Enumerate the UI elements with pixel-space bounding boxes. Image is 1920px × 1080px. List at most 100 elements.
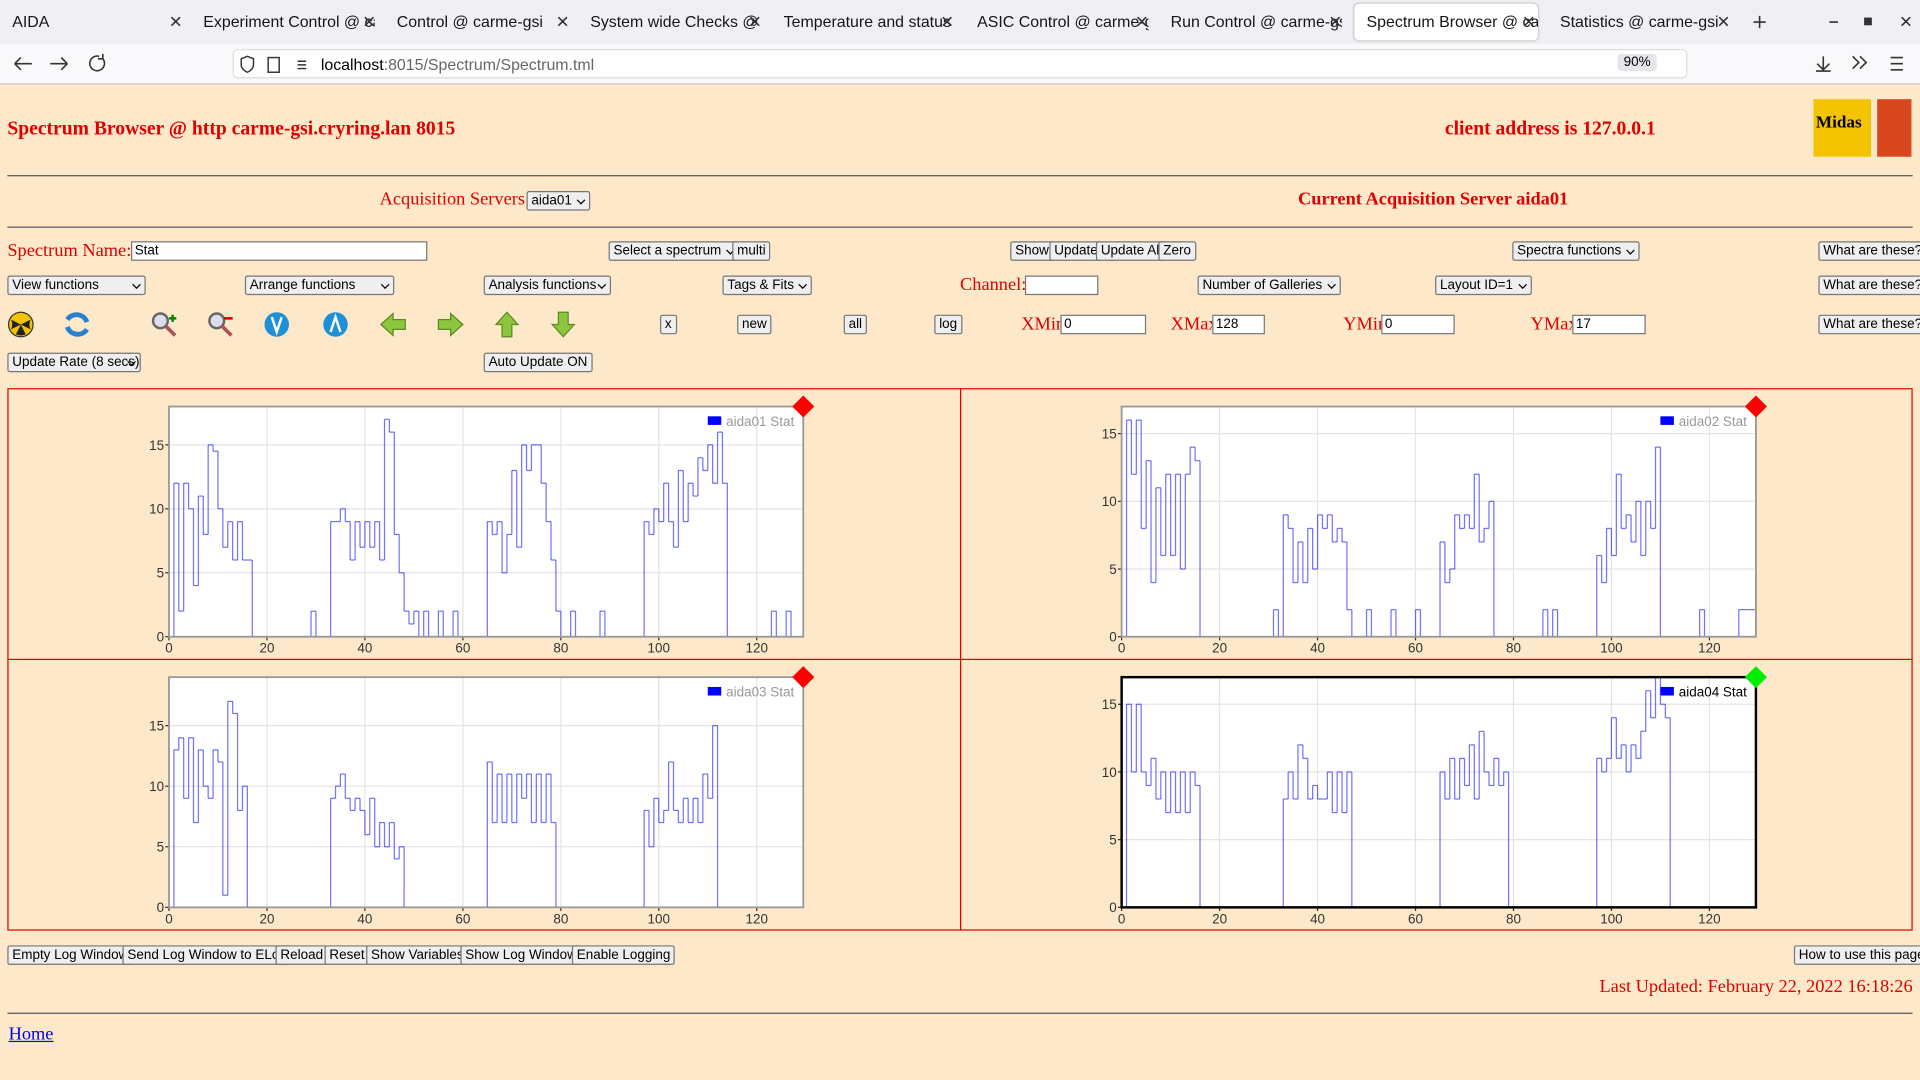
auto-update-button[interactable]: Auto Update ON bbox=[483, 352, 593, 373]
tab-active[interactable]: Spectrum Browser @ ca bbox=[1354, 3, 1538, 41]
log-button[interactable]: log bbox=[934, 314, 963, 335]
y-tick-label: 15 bbox=[149, 719, 164, 734]
icon[interactable] bbox=[208, 312, 233, 337]
view-functions-select[interactable]: View functions bbox=[7, 275, 146, 296]
spectrum-chart: 0 20 40 60 80 100 120 0 5 10 15 aida01 Stat bbox=[149, 395, 815, 656]
tab[interactable]: AIDA bbox=[12, 12, 50, 31]
zero-button[interactable]: Zero bbox=[1158, 241, 1196, 261]
tab[interactable]: System wide Checks @ c bbox=[590, 12, 762, 31]
y-tick-label: 0 bbox=[157, 900, 164, 915]
help-button[interactable]: What are these? bbox=[1818, 275, 1920, 296]
arrange-functions-select[interactable]: Arrange functions bbox=[244, 275, 395, 296]
y-tick-label: 10 bbox=[1102, 494, 1117, 509]
icon[interactable] bbox=[550, 311, 576, 338]
tab[interactable]: Run Control @ carme-gs bbox=[1170, 12, 1343, 31]
reset-button[interactable]: Reset bbox=[324, 945, 370, 965]
xmin-input[interactable] bbox=[1060, 314, 1147, 335]
spectrum-name-input[interactable] bbox=[131, 241, 428, 261]
x-tick-label: 40 bbox=[1310, 911, 1325, 926]
help-button[interactable]: What are these? bbox=[1818, 241, 1920, 261]
plot-area bbox=[1121, 677, 1756, 908]
help-button[interactable]: What are these? bbox=[1818, 314, 1920, 335]
plot-area bbox=[168, 406, 804, 637]
spectrum-select[interactable]: Select a spectrum bbox=[608, 241, 740, 261]
how-to-button[interactable]: How to use this page bbox=[1793, 945, 1920, 965]
tab[interactable]: Temperature and status bbox=[783, 12, 951, 31]
separator bbox=[7, 175, 1913, 177]
ymax-input[interactable] bbox=[1572, 314, 1646, 335]
x-tick-label: 40 bbox=[357, 911, 372, 926]
plot-frame bbox=[1120, 405, 1757, 638]
tab[interactable]: Control @ carme-gsi bbox=[396, 12, 543, 31]
new-button[interactable]: new bbox=[737, 314, 772, 335]
separator bbox=[7, 1012, 1913, 1014]
legend-swatch bbox=[1660, 416, 1674, 425]
tab[interactable]: ASIC Control @ carme-g bbox=[977, 12, 1149, 31]
update-all-button[interactable]: Update All bbox=[1095, 241, 1168, 261]
x-tick-label: 80 bbox=[1506, 911, 1521, 926]
icon[interactable] bbox=[65, 312, 90, 337]
y-tick-label: 5 bbox=[157, 840, 164, 855]
icon[interactable] bbox=[7, 311, 34, 338]
spectrum-panel: 0 20 40 60 80 100 120 0 5 10 15 aida02 Stat bbox=[960, 388, 1913, 659]
channel-label: Channel: bbox=[960, 275, 1027, 296]
x-tick-label: 80 bbox=[553, 641, 568, 656]
x-tick-label: 60 bbox=[1408, 911, 1423, 926]
x-tick-label: 20 bbox=[259, 641, 274, 656]
ymin-input[interactable] bbox=[1381, 314, 1455, 335]
x-tick-label: 0 bbox=[1118, 641, 1125, 656]
home-link[interactable]: Home bbox=[8, 1024, 54, 1045]
y-tick-label: 5 bbox=[157, 566, 164, 581]
plot-frame bbox=[1120, 675, 1758, 909]
logo-text: Midas bbox=[1815, 113, 1862, 133]
galleries-select[interactable]: Number of Galleries bbox=[1197, 275, 1341, 296]
icon[interactable] bbox=[437, 312, 464, 337]
icon[interactable] bbox=[151, 312, 177, 337]
variables-button[interactable]: Show Variables bbox=[366, 945, 469, 965]
logging-button[interactable]: Enable Logging bbox=[571, 945, 676, 965]
update-rate-select[interactable]: Update Rate (8 secs) bbox=[7, 352, 141, 373]
separator bbox=[7, 226, 1913, 228]
icon[interactable] bbox=[323, 312, 348, 337]
url-bar[interactable] bbox=[232, 48, 1688, 79]
legend-label: aida04 Stat bbox=[1679, 685, 1747, 700]
legend-label: aida02 Stat bbox=[1679, 414, 1747, 429]
icon[interactable] bbox=[264, 312, 289, 337]
spectra-functions-select[interactable]: Spectra functions bbox=[1512, 241, 1640, 261]
channel-input[interactable] bbox=[1024, 275, 1099, 296]
xmin-label: XMin bbox=[1021, 314, 1066, 335]
page-title: Spectrum Browser @ http carme-gsi.cryrin… bbox=[7, 118, 456, 140]
url-text: localhost:8015/Spectrum/Spectrum.tml bbox=[321, 55, 594, 73]
y-tick-label: 15 bbox=[1102, 427, 1117, 442]
tab[interactable]: Statistics @ carme-gsi bbox=[1560, 12, 1719, 31]
icon[interactable] bbox=[494, 311, 520, 338]
x-tick-label: 60 bbox=[455, 911, 470, 926]
reload-button[interactable]: Reload bbox=[275, 945, 328, 965]
legend-label: aida03 Stat bbox=[726, 685, 794, 700]
x-tick-label: 60 bbox=[455, 641, 470, 656]
xmax-input[interactable] bbox=[1212, 314, 1265, 335]
log-button[interactable]: Empty Log Window bbox=[7, 945, 134, 965]
log-button[interactable]: Send Log Window to ELog bbox=[122, 945, 292, 965]
tab[interactable]: Experiment Control @ ca bbox=[203, 12, 375, 31]
servers-label: Acquisition Servers bbox=[379, 189, 525, 210]
layout-select[interactable]: Layout ID=1 bbox=[1435, 275, 1532, 296]
analysis-functions-select[interactable]: Analysis functions bbox=[483, 275, 612, 296]
x-button[interactable]: x bbox=[660, 314, 677, 335]
multi-button[interactable]: multi bbox=[732, 241, 771, 261]
server-select[interactable]: aida01 bbox=[526, 191, 591, 211]
zoom-badge[interactable]: 90% bbox=[1617, 53, 1657, 72]
x-tick-label: 100 bbox=[1600, 911, 1622, 926]
show-button[interactable]: Show bbox=[1010, 241, 1054, 261]
log-button[interactable]: Show Log Window bbox=[460, 945, 582, 965]
y-tick-label: 0 bbox=[157, 630, 164, 645]
icon[interactable] bbox=[379, 312, 406, 337]
client-address: client address is 127.0.0.1 bbox=[1444, 118, 1656, 140]
tags-fits-select[interactable]: Tags & Fits bbox=[722, 275, 813, 296]
url-icons bbox=[240, 55, 307, 74]
tab-bar bbox=[0, 0, 1920, 45]
update-button[interactable]: Update bbox=[1049, 241, 1103, 261]
x-tick-label: 60 bbox=[1408, 641, 1423, 656]
all-button[interactable]: all bbox=[843, 314, 867, 335]
x-tick-label: 120 bbox=[1698, 911, 1720, 926]
